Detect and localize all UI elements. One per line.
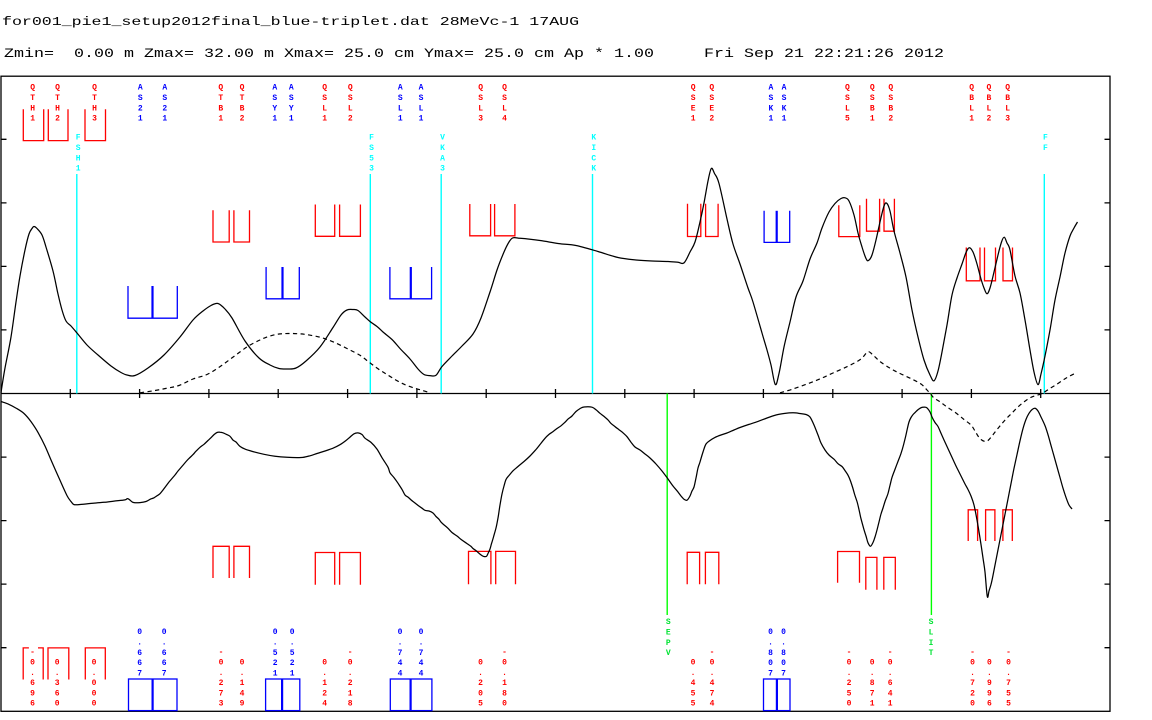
svg-text:0.871: 0.871 [870, 658, 875, 708]
svg-text:0.744: 0.744 [398, 628, 403, 678]
svg-text:0.996: 0.996 [987, 658, 992, 708]
svg-text:0.000: 0.000 [92, 658, 97, 708]
svg-text:-0.273: -0. 2 7 3 [219, 648, 224, 709]
svg-text:0.521: 0.521 [290, 628, 295, 678]
svg-text:FF: FF [1043, 134, 1048, 153]
svg-text:0.744: 0.744 [419, 628, 424, 678]
svg-text:0.667: 0.667 [137, 628, 142, 678]
svg-text:-0.720: -0. 7 2 0 [970, 648, 975, 709]
svg-text:-0.641: -0. 6 4 1 [888, 648, 893, 709]
svg-text:-0.250: -0. 2 5 0 [847, 648, 852, 709]
svg-text:-0.696: -0. 6 9 6 [30, 648, 35, 709]
svg-text:0.360: 0.360 [55, 658, 60, 708]
svg-text:0.124: 0.124 [322, 658, 327, 708]
svg-text:0.807: 0.807 [781, 628, 786, 678]
svg-text:-0.474: -0. 4 7 4 [710, 648, 715, 709]
svg-text:0.149: 0.149 [240, 658, 245, 708]
svg-text:0.521: 0.521 [273, 628, 278, 678]
svg-text:-0.180: -0. 1 8 0 [502, 648, 507, 709]
svg-text:0.807: 0.807 [768, 628, 773, 678]
svg-text:0.205: 0.205 [478, 658, 483, 708]
svg-text:-0.218: -0. 2 1 8 [348, 648, 353, 709]
svg-text:0.667: 0.667 [162, 628, 167, 678]
svg-text:-0.755: -0. 7 5 5 [1006, 648, 1011, 709]
svg-text:0.455: 0.455 [691, 658, 696, 708]
